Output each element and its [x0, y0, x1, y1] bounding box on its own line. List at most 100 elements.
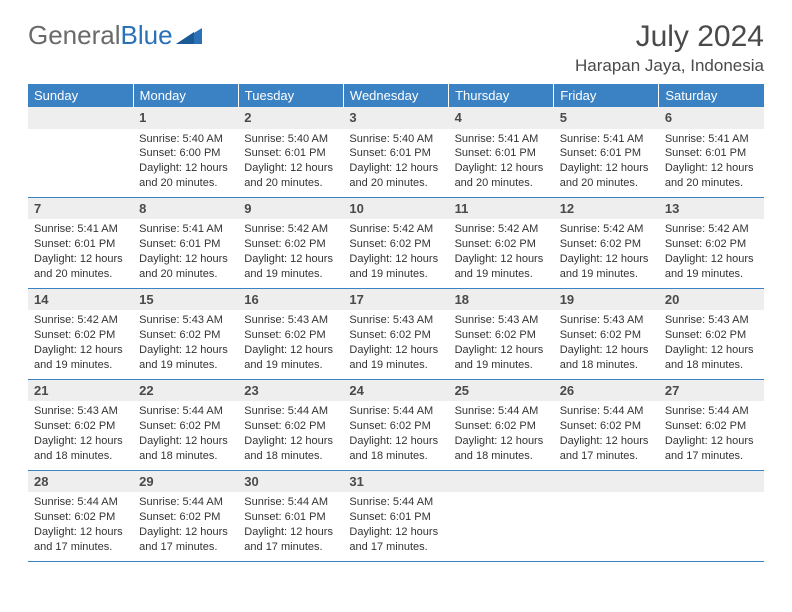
sunset-line: Sunset: 6:02 PM: [455, 237, 548, 252]
calendar-week-row: 1Sunrise: 5:40 AMSunset: 6:00 PMDaylight…: [28, 107, 764, 197]
location: Harapan Jaya, Indonesia: [575, 56, 764, 76]
daylight-line: Daylight: 12 hours and 20 minutes.: [139, 252, 232, 282]
sunset-line: Sunset: 6:01 PM: [244, 510, 337, 525]
sunrise-line: Sunrise: 5:42 AM: [665, 222, 758, 237]
sunrise-line: Sunrise: 5:44 AM: [349, 404, 442, 419]
day-number: 19: [554, 289, 659, 311]
day-number: 3: [343, 107, 448, 129]
calendar-week-row: 28Sunrise: 5:44 AMSunset: 6:02 PMDayligh…: [28, 470, 764, 561]
daylight-line: Daylight: 12 hours and 17 minutes.: [665, 434, 758, 464]
calendar-day-cell: 16Sunrise: 5:43 AMSunset: 6:02 PMDayligh…: [238, 288, 343, 379]
daylight-line: Daylight: 12 hours and 20 minutes.: [244, 161, 337, 191]
calendar-day-cell: 23Sunrise: 5:44 AMSunset: 6:02 PMDayligh…: [238, 379, 343, 470]
daylight-line: Daylight: 12 hours and 17 minutes.: [139, 525, 232, 555]
day-number: 11: [449, 198, 554, 220]
sunset-line: Sunset: 6:02 PM: [34, 419, 127, 434]
day-number: 4: [449, 107, 554, 129]
calendar-day-cell: 6Sunrise: 5:41 AMSunset: 6:01 PMDaylight…: [659, 107, 764, 197]
sunset-line: Sunset: 6:01 PM: [349, 510, 442, 525]
daylight-line: Daylight: 12 hours and 20 minutes.: [349, 161, 442, 191]
day-number: 30: [238, 471, 343, 493]
daylight-line: Daylight: 12 hours and 18 minutes.: [665, 343, 758, 373]
sunrise-line: Sunrise: 5:41 AM: [665, 132, 758, 147]
sunset-line: Sunset: 6:01 PM: [349, 146, 442, 161]
sunrise-line: Sunrise: 5:41 AM: [34, 222, 127, 237]
daylight-line: Daylight: 12 hours and 18 minutes.: [34, 434, 127, 464]
weekday-header-row: Sunday Monday Tuesday Wednesday Thursday…: [28, 84, 764, 107]
calendar-day-cell: 18Sunrise: 5:43 AMSunset: 6:02 PMDayligh…: [449, 288, 554, 379]
daylight-line: Daylight: 12 hours and 19 minutes.: [349, 343, 442, 373]
daylight-line: Daylight: 12 hours and 19 minutes.: [665, 252, 758, 282]
daylight-line: Daylight: 12 hours and 20 minutes.: [665, 161, 758, 191]
calendar-day-cell: [659, 470, 764, 561]
header: GeneralBlue July 2024 Harapan Jaya, Indo…: [28, 20, 764, 76]
daylight-line: Daylight: 12 hours and 18 minutes.: [560, 343, 653, 373]
calendar-day-cell: [554, 470, 659, 561]
sunrise-line: Sunrise: 5:43 AM: [139, 313, 232, 328]
daylight-line: Daylight: 12 hours and 19 minutes.: [244, 252, 337, 282]
daylight-line: Daylight: 12 hours and 19 minutes.: [455, 252, 548, 282]
daylight-line: Daylight: 12 hours and 20 minutes.: [139, 161, 232, 191]
calendar-day-cell: 14Sunrise: 5:42 AMSunset: 6:02 PMDayligh…: [28, 288, 133, 379]
daylight-line: Daylight: 12 hours and 19 minutes.: [244, 343, 337, 373]
logo: GeneralBlue: [28, 20, 202, 51]
daylight-line: Daylight: 12 hours and 20 minutes.: [455, 161, 548, 191]
daylight-line: Daylight: 12 hours and 17 minutes.: [560, 434, 653, 464]
sunset-line: Sunset: 6:02 PM: [244, 328, 337, 343]
calendar-day-cell: 31Sunrise: 5:44 AMSunset: 6:01 PMDayligh…: [343, 470, 448, 561]
sunset-line: Sunset: 6:02 PM: [560, 328, 653, 343]
sunrise-line: Sunrise: 5:44 AM: [665, 404, 758, 419]
day-number: 26: [554, 380, 659, 402]
month-title: July 2024: [575, 20, 764, 54]
daylight-line: Daylight: 12 hours and 19 minutes.: [455, 343, 548, 373]
sunrise-line: Sunrise: 5:42 AM: [34, 313, 127, 328]
weekday-header: Monday: [133, 84, 238, 107]
day-number: 28: [28, 471, 133, 493]
sunset-line: Sunset: 6:02 PM: [560, 419, 653, 434]
sunrise-line: Sunrise: 5:41 AM: [560, 132, 653, 147]
calendar-day-cell: 1Sunrise: 5:40 AMSunset: 6:00 PMDaylight…: [133, 107, 238, 197]
sunrise-line: Sunrise: 5:42 AM: [244, 222, 337, 237]
sunrise-line: Sunrise: 5:43 AM: [665, 313, 758, 328]
sunrise-line: Sunrise: 5:43 AM: [349, 313, 442, 328]
daylight-line: Daylight: 12 hours and 17 minutes.: [34, 525, 127, 555]
daylight-line: Daylight: 12 hours and 20 minutes.: [34, 252, 127, 282]
calendar-day-cell: 9Sunrise: 5:42 AMSunset: 6:02 PMDaylight…: [238, 197, 343, 288]
calendar-day-cell: 7Sunrise: 5:41 AMSunset: 6:01 PMDaylight…: [28, 197, 133, 288]
sunset-line: Sunset: 6:02 PM: [349, 328, 442, 343]
calendar-day-cell: 28Sunrise: 5:44 AMSunset: 6:02 PMDayligh…: [28, 470, 133, 561]
sunrise-line: Sunrise: 5:43 AM: [244, 313, 337, 328]
day-number: 12: [554, 198, 659, 220]
daylight-line: Daylight: 12 hours and 20 minutes.: [560, 161, 653, 191]
sunset-line: Sunset: 6:01 PM: [560, 146, 653, 161]
day-number: 18: [449, 289, 554, 311]
sunrise-line: Sunrise: 5:44 AM: [34, 495, 127, 510]
sunrise-line: Sunrise: 5:44 AM: [139, 495, 232, 510]
sunrise-line: Sunrise: 5:44 AM: [244, 495, 337, 510]
day-number: 8: [133, 198, 238, 220]
sunset-line: Sunset: 6:02 PM: [139, 328, 232, 343]
calendar-week-row: 7Sunrise: 5:41 AMSunset: 6:01 PMDaylight…: [28, 197, 764, 288]
calendar-day-cell: [449, 470, 554, 561]
calendar-day-cell: 27Sunrise: 5:44 AMSunset: 6:02 PMDayligh…: [659, 379, 764, 470]
day-number: 17: [343, 289, 448, 311]
daylight-line: Daylight: 12 hours and 18 minutes.: [244, 434, 337, 464]
calendar-day-cell: 2Sunrise: 5:40 AMSunset: 6:01 PMDaylight…: [238, 107, 343, 197]
calendar-day-cell: 11Sunrise: 5:42 AMSunset: 6:02 PMDayligh…: [449, 197, 554, 288]
day-number: 20: [659, 289, 764, 311]
sunset-line: Sunset: 6:02 PM: [665, 328, 758, 343]
sunset-line: Sunset: 6:02 PM: [139, 419, 232, 434]
sunrise-line: Sunrise: 5:44 AM: [560, 404, 653, 419]
daylight-line: Daylight: 12 hours and 19 minutes.: [34, 343, 127, 373]
sunset-line: Sunset: 6:02 PM: [665, 237, 758, 252]
weekday-header: Friday: [554, 84, 659, 107]
sunset-line: Sunset: 6:02 PM: [665, 419, 758, 434]
day-number: 24: [343, 380, 448, 402]
sunrise-line: Sunrise: 5:44 AM: [349, 495, 442, 510]
sunset-line: Sunset: 6:01 PM: [244, 146, 337, 161]
calendar-week-row: 21Sunrise: 5:43 AMSunset: 6:02 PMDayligh…: [28, 379, 764, 470]
day-number: 5: [554, 107, 659, 129]
sunset-line: Sunset: 6:01 PM: [455, 146, 548, 161]
day-number: [659, 471, 764, 493]
sunrise-line: Sunrise: 5:43 AM: [455, 313, 548, 328]
